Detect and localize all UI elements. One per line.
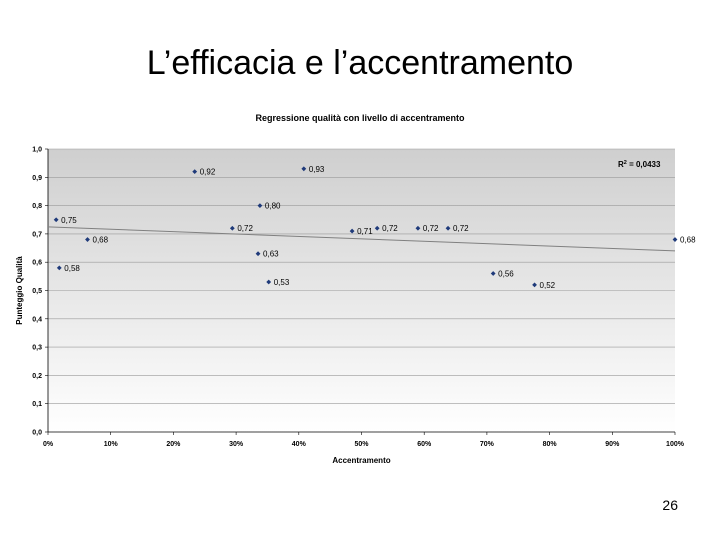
page-number: 26 [662, 497, 678, 513]
y-tick-label: 0,9 [32, 175, 42, 182]
data-point [266, 279, 272, 285]
data-point [374, 225, 380, 231]
y-tick-label: 0,2 [32, 373, 42, 380]
data-label: 0,68 [680, 236, 696, 245]
data-point [672, 237, 678, 242]
r-squared-annotation: R2 = 0,0433 [618, 160, 661, 169]
data-label: 0,68 [93, 236, 109, 245]
y-tick-label: 0,7 [32, 231, 42, 238]
data-label: 0,63 [263, 250, 279, 259]
data-label: 0,53 [274, 278, 290, 287]
slide-title: L’efficacia e l’accentramento [146, 44, 574, 82]
data-label: 0,92 [200, 168, 216, 177]
data-point [445, 225, 451, 231]
data-point [229, 225, 235, 231]
x-axis-ticks: 0% 10% 20% 30% 40% 50% 60% 70% 80% 90% 100% [43, 432, 685, 448]
data-point [490, 271, 496, 276]
data-point [349, 228, 355, 234]
y-axis-ticks: 0,0 0,1 0,2 0,3 0,4 0,5 0,6 0,7 0,8 0,9 1,0 [32, 147, 48, 437]
x-tick-label: 80% [543, 441, 558, 448]
y-tick-label: 0,5 [32, 288, 42, 295]
data-label: 0,72 [382, 224, 398, 233]
y-tick-label: 0,8 [32, 203, 42, 210]
x-tick-label: 100% [666, 441, 685, 448]
y-tick-label: 0,1 [32, 401, 42, 408]
data-label: 0,80 [265, 202, 281, 211]
x-tick-label: 30% [229, 441, 244, 448]
trendline [47, 226, 676, 252]
data-point [257, 203, 263, 208]
x-tick-label: 90% [605, 441, 620, 448]
chart-title: Regressione qualità con livello di accen… [255, 113, 465, 123]
y-tick-label: 0,6 [32, 260, 42, 267]
x-tick-label: 60% [417, 441, 432, 448]
data-label: 0,71 [357, 227, 373, 236]
data-label: 0,75 [61, 216, 77, 225]
data-label: 0,56 [498, 270, 514, 279]
x-tick-label: 20% [166, 441, 181, 448]
y-axis-label: Punteggio Qualità [15, 256, 24, 325]
data-label: 0,72 [423, 224, 439, 233]
x-tick-label: 70% [480, 441, 495, 448]
y-tick-label: 0,4 [32, 316, 42, 323]
data-point [415, 225, 421, 231]
data-point [301, 166, 307, 172]
y-tick-label: 0,0 [32, 430, 42, 437]
x-tick-label: 40% [292, 441, 307, 448]
x-tick-label: 50% [354, 441, 369, 448]
data-label: 0,93 [309, 165, 325, 174]
data-label: 0,72 [237, 224, 253, 233]
data-point [85, 237, 90, 242]
data-label: 0,58 [64, 264, 80, 273]
x-tick-label: 0% [43, 441, 54, 448]
data-point [56, 265, 62, 271]
grid-lines [48, 148, 675, 405]
data-points: 0,75 0,58 0,68 0,92 0,72 0,80 0,63 0,53 0,93 0,71… [53, 165, 696, 290]
x-axis-label: Accentramento [332, 456, 390, 465]
y-tick-label: 1,0 [32, 147, 42, 154]
y-tick-label: 0,3 [32, 345, 42, 352]
data-point [532, 282, 537, 288]
data-label: 0,52 [540, 281, 556, 290]
data-point [255, 251, 261, 257]
data-label: 0,72 [453, 224, 469, 233]
x-tick-label: 10% [104, 441, 119, 448]
data-point [192, 169, 198, 175]
data-point [53, 217, 59, 223]
